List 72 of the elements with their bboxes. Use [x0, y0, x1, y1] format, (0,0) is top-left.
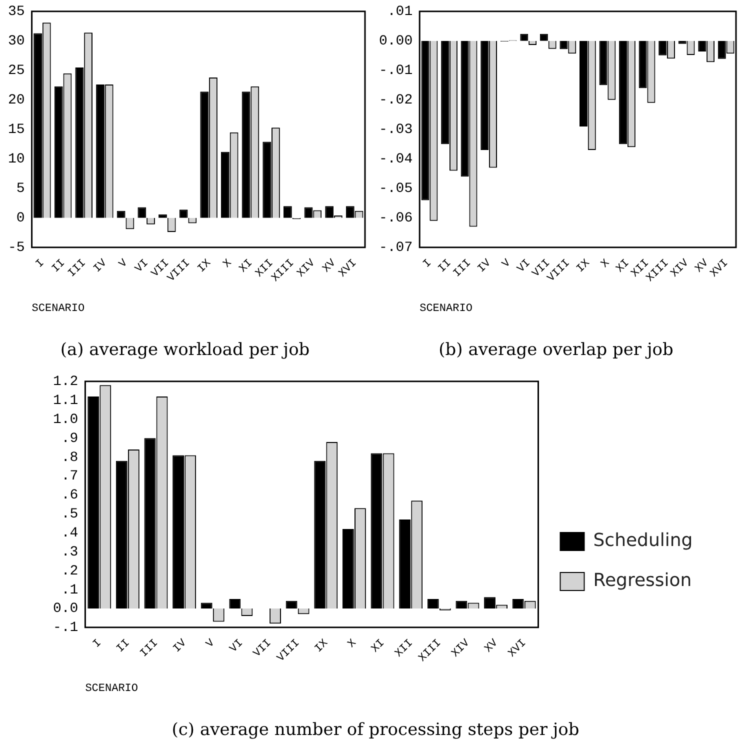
y-tick-label: 0.0 — [52, 601, 78, 618]
y-tick-label: 30 — [8, 34, 25, 50]
x-tick-label: IV — [171, 637, 190, 656]
x-tick-label: II — [50, 257, 68, 276]
y-tick-label: -.06 — [378, 210, 413, 227]
y-tick-label: .01 — [387, 4, 413, 20]
x-tick-label: X — [346, 637, 360, 651]
x-tick-label: IX — [312, 637, 332, 656]
x-tick-label: X — [221, 257, 235, 271]
y-tick-label: -.01 — [378, 63, 413, 80]
x-tick-label: IV — [92, 257, 110, 276]
x-axis-title: SCENARIO — [85, 682, 138, 695]
y-tick-label: -.07 — [378, 240, 413, 256]
y-tick-label: .8 — [61, 450, 78, 466]
y-tick-label: 1.1 — [52, 393, 78, 410]
y-tick-label: .2 — [61, 563, 78, 580]
x-axis-title: SCENARIO — [32, 302, 86, 315]
y-tick-label: 20 — [8, 92, 25, 109]
x-tick-label: X — [599, 257, 613, 271]
x-tick-label: VII — [252, 637, 274, 660]
x-tick-label: V — [204, 637, 218, 651]
x-tick-label: I — [421, 257, 434, 271]
y-tick-label: -.02 — [378, 92, 413, 109]
x-tick-label: IX — [574, 257, 593, 276]
x-axis-title: SCENARIO — [420, 302, 473, 315]
y-tick-label: 0 — [16, 210, 25, 227]
legend-label: Regression — [593, 570, 692, 592]
x-tick-label: IV — [476, 257, 494, 276]
text: (a) average workload per job — [60, 340, 310, 360]
y-tick-label: -.03 — [378, 122, 413, 138]
y-tick-label: .4 — [61, 525, 78, 542]
x-tick-label: XVI — [506, 637, 529, 660]
x-tick-label: XVI — [336, 257, 360, 280]
x-tick-label: V — [500, 257, 514, 271]
bar — [200, 602, 212, 608]
y-tick-label: 25 — [8, 63, 25, 80]
y-tick-label: 15 — [8, 122, 25, 138]
text: (c) average number of processing steps per job — [172, 720, 580, 740]
legend-label: Scheduling — [593, 530, 693, 552]
y-tick-label: .9 — [61, 430, 78, 447]
y-tick-label: .6 — [61, 488, 78, 504]
x-tick-label: XI — [370, 637, 388, 656]
y-tick-label: -.05 — [378, 181, 413, 198]
x-tick-label: XI — [238, 257, 256, 276]
x-tick-label: V — [117, 257, 131, 271]
x-tick-label: IX — [196, 257, 214, 276]
x-tick-label: XV — [320, 257, 339, 276]
y-tick-label: 1.0 — [52, 412, 78, 428]
x-tick-label: XV — [482, 637, 501, 656]
y-tick-label: .5 — [61, 506, 78, 523]
x-tick-label: I — [34, 257, 48, 271]
y-tick-label: 1.2 — [52, 374, 78, 390]
x-tick-label: III — [66, 257, 89, 280]
y-tick-label: -.1 — [52, 620, 78, 636]
x-tick-label: XI — [614, 257, 632, 276]
text: (b) average overlap per job — [438, 340, 674, 360]
x-tick-label: III — [138, 637, 161, 660]
y-tick-label: .3 — [61, 544, 78, 560]
y-tick-label: 5 — [16, 181, 25, 198]
x-tick-label: VI — [133, 257, 152, 276]
x-tick-label: I — [91, 637, 104, 651]
x-tick-label: VI — [515, 257, 534, 276]
x-tick-label: II — [114, 637, 133, 656]
y-tick-label: -.04 — [378, 152, 413, 168]
y-tick-label: 0.00 — [378, 34, 413, 50]
y-tick-label: 10 — [8, 152, 25, 168]
y-tick-label: 35 — [8, 4, 25, 20]
y-tick-label: -5 — [8, 240, 25, 256]
x-tick-label: XII — [393, 637, 416, 660]
y-tick-label: .7 — [61, 468, 78, 485]
x-tick-label: VI — [228, 637, 246, 656]
y-tick-label: .1 — [61, 582, 78, 598]
